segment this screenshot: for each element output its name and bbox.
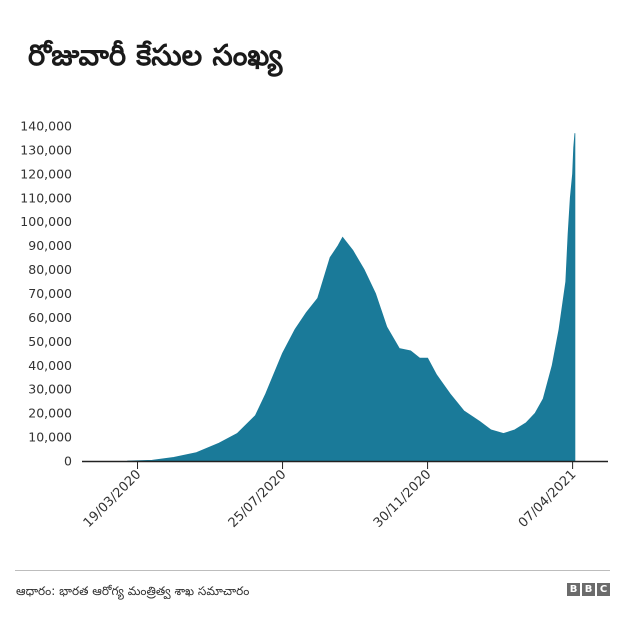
x-tick-label: 30/11/2020	[371, 467, 435, 531]
x-tick-label: 07/04/2021	[516, 467, 580, 531]
y-tick-label: 120,000	[20, 166, 72, 181]
bbc-logo: B B C	[567, 583, 610, 596]
y-tick-label: 110,000	[20, 190, 72, 205]
y-axis: 0 10,000 20,000 30,000 40,000 50,000 60,000 70,…	[20, 119, 72, 469]
logo-letter: B	[567, 583, 580, 596]
y-tick-label: 50,000	[28, 334, 72, 349]
logo-letter: C	[597, 583, 610, 596]
y-tick-label: 40,000	[28, 358, 72, 373]
y-tick-label: 60,000	[28, 310, 72, 325]
y-tick-label: 100,000	[20, 214, 72, 229]
series-area	[127, 133, 576, 462]
logo-letter: B	[582, 583, 595, 596]
x-tick-label: 25/07/2020	[226, 467, 290, 531]
x-tick-label: 19/03/2020	[81, 467, 145, 531]
source-note: ఆధారం: భారత ఆరోగ్య మంత్రిత్వ శాఖ సమాచారం	[16, 584, 250, 598]
y-tick-label: 20,000	[28, 406, 72, 421]
y-tick-label: 130,000	[20, 142, 72, 157]
footer-divider	[15, 570, 610, 571]
x-axis: 19/03/2020 25/07/2020 30/11/2020 07/04/2021	[81, 461, 580, 531]
y-tick-label: 0	[64, 454, 72, 469]
y-tick-label: 10,000	[28, 430, 72, 445]
chart-title: రోజువారీ కేసుల సంఖ్య	[28, 38, 283, 72]
y-tick-label: 70,000	[28, 286, 72, 301]
y-tick-label: 80,000	[28, 262, 72, 277]
y-tick-label: 90,000	[28, 238, 72, 253]
y-tick-label: 30,000	[28, 382, 72, 397]
y-tick-label: 140,000	[20, 119, 72, 134]
